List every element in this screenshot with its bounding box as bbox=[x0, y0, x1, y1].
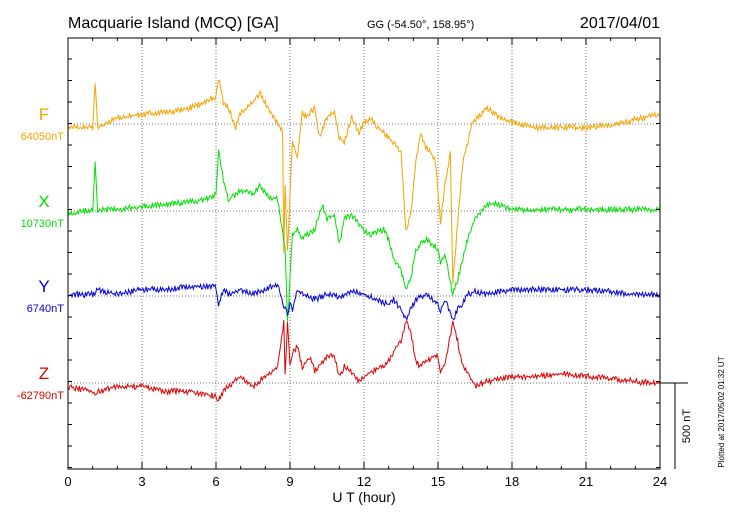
x-tick-label: 15 bbox=[431, 474, 445, 489]
x-tick-label: 0 bbox=[64, 474, 71, 489]
x-tick-label: 12 bbox=[357, 474, 371, 489]
x-tick-label: 3 bbox=[138, 474, 145, 489]
date-label: 2017/04/01 bbox=[580, 15, 660, 32]
station-title: Macquarie Island (MCQ) [GA] bbox=[68, 15, 279, 32]
channel-name-z: Z bbox=[39, 364, 49, 383]
x-axis-title: U T (hour) bbox=[332, 489, 395, 505]
x-axis-ticks: 0 3 6 9 12 15 18 21 24 bbox=[64, 38, 667, 489]
x-tick-label: 21 bbox=[579, 474, 593, 489]
grid bbox=[141, 38, 587, 469]
channel-baseline-value-x: 10730nT bbox=[21, 218, 65, 230]
channel-baseline-value-f: 64050nT bbox=[21, 131, 65, 143]
series-line-y bbox=[68, 281, 661, 321]
series-traces bbox=[67, 79, 661, 402]
x-tick-label: 24 bbox=[653, 474, 667, 489]
series-line-x bbox=[67, 149, 661, 322]
channel-name-x: X bbox=[38, 192, 49, 211]
channel-name-y: Y bbox=[38, 277, 49, 296]
series-line-f bbox=[67, 79, 661, 285]
channel-labels: F 64050nT X 10730nT Y 6740nT Z -62790nT bbox=[17, 105, 64, 402]
x-tick-label: 9 bbox=[286, 474, 293, 489]
scale-bar-label: 500 nT bbox=[681, 409, 693, 444]
x-tick-label: 6 bbox=[212, 474, 219, 489]
station-coordinates: GG (-54.50°, 158.95°) bbox=[367, 19, 474, 31]
channel-baseline-value-z: -62790nT bbox=[17, 390, 64, 402]
series-line-z bbox=[67, 319, 660, 402]
x-tick-label: 18 bbox=[505, 474, 519, 489]
plotted-timestamp: Plotted at 2017/05/02 01:32 UT bbox=[717, 356, 726, 467]
channel-baseline-value-y: 6740nT bbox=[27, 303, 65, 315]
channel-name-f: F bbox=[39, 105, 49, 124]
scale-bar: 500 nT bbox=[660, 382, 693, 469]
